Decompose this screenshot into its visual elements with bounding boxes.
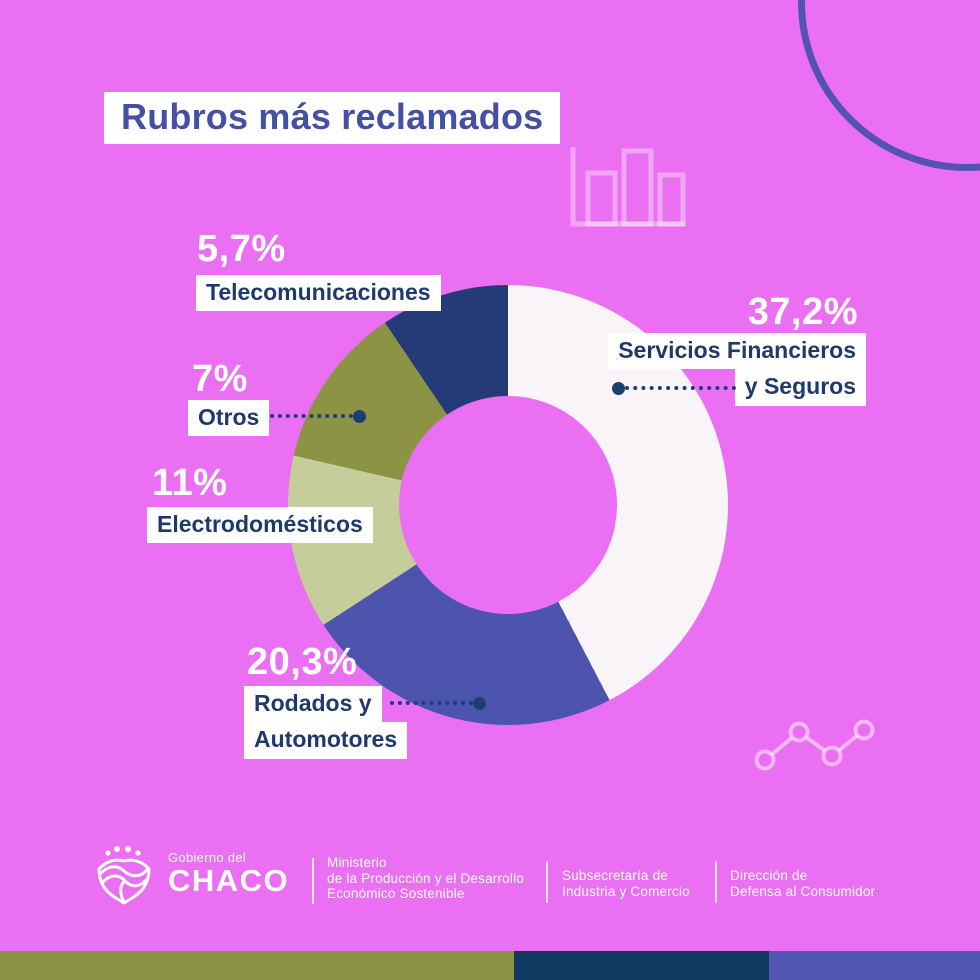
direccion-block: Dirección de Defensa al Consumidor — [730, 868, 875, 899]
footer-divider-2 — [546, 861, 548, 903]
leader-line-rodados — [390, 696, 486, 710]
percent-label-electrodomesticos: 11% — [152, 462, 228, 504]
leader-line-otros — [270, 409, 366, 423]
chaco-wordmark: Gobierno del CHACO — [168, 851, 289, 897]
category-label-otros: Otros — [188, 400, 270, 437]
percent-label-otros: 7% — [192, 358, 248, 400]
bottom-bar-olive — [0, 951, 514, 980]
category-label-rodados: Rodados y Automotores — [244, 686, 408, 759]
category-label-rodados-line1: Rodados y — [244, 686, 382, 723]
category-label-rodados-line2: Automotores — [244, 722, 408, 759]
subsecretaria-line-1: Subsecretaría de — [562, 868, 669, 883]
leader-dot-rodados — [473, 696, 486, 710]
leader-line-servicios — [612, 381, 736, 395]
ministry-block: Ministerio de la Producción y el Desarro… — [327, 855, 524, 902]
percent-label-telecomunicaciones: 5,7% — [197, 228, 286, 270]
category-label-servicios-financieros: Servicios Financieros y Seguros — [608, 333, 866, 406]
direccion-line-1: Dirección de — [730, 868, 808, 883]
page-title: Rubros más reclamados — [104, 92, 561, 144]
donut-hole — [399, 396, 617, 614]
bottom-bar-purple — [769, 951, 980, 980]
bar-chart-icon — [570, 147, 686, 227]
leader-dotted-servicios — [625, 386, 736, 390]
chaco-logo-icon — [97, 846, 151, 905]
category-label-telecomunicaciones: Telecomunicaciones — [196, 275, 441, 312]
footer-divider-1 — [312, 858, 314, 904]
bottom-color-bar — [0, 951, 980, 980]
ministry-line-1: Ministerio — [327, 855, 387, 870]
ministry-line-3: Económico Sostenible — [327, 886, 465, 901]
subsecretaria-block: Subsecretaría de Industria y Comercio — [562, 868, 690, 899]
percent-label-rodados: 20,3% — [247, 641, 358, 683]
page-title-text: Rubros más reclamados — [121, 96, 544, 137]
leader-dotted-rodados — [390, 701, 473, 705]
ministry-line-2: de la Producción y el Desarrollo — [327, 870, 524, 886]
leader-dot-otros — [353, 409, 366, 423]
chaco-label: CHACO — [168, 863, 290, 898]
circle-arc-decoration — [798, 0, 980, 171]
category-label-electrodomesticos: Electrodomésticos — [147, 507, 373, 544]
direccion-line-2: Defensa al Consumidor — [730, 883, 876, 899]
footer-divider-3 — [715, 861, 717, 903]
category-label-servicios-line2: y Seguros — [734, 369, 866, 406]
percent-label-servicios-financieros: 37,2% — [747, 291, 858, 333]
bottom-bar-navy — [514, 951, 769, 980]
line-chart-icon — [754, 719, 875, 771]
leader-dotted-otros — [270, 414, 353, 418]
category-label-servicios-line1: Servicios Financieros — [608, 333, 866, 370]
gobierno-del-label: Gobierno del — [168, 850, 247, 865]
leader-dot-servicios — [612, 381, 625, 395]
subsecretaria-line-2: Industria y Comercio — [562, 883, 690, 899]
